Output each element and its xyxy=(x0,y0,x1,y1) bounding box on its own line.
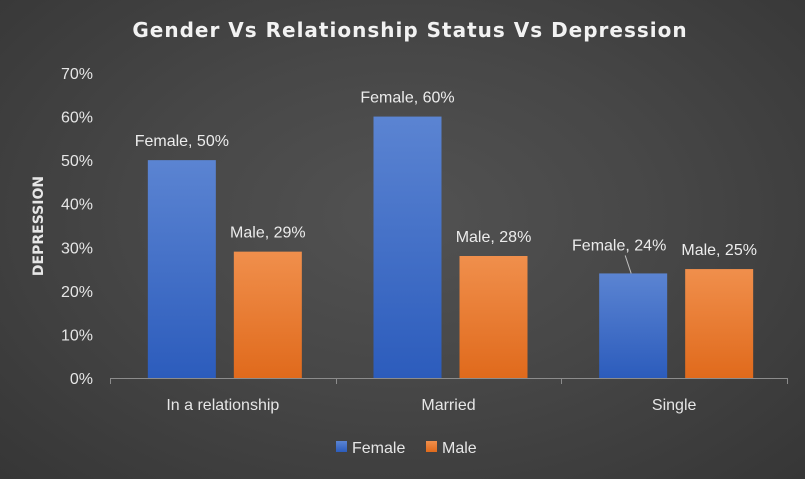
y-tick-label: 60% xyxy=(61,110,93,127)
data-label-female-single: Female, 24% xyxy=(572,237,666,254)
y-axis-title: DEPRESSION xyxy=(31,176,47,276)
data-label-male-single: Male, 25% xyxy=(681,242,757,259)
chart-title: Gender Vs Relationship Status Vs Depress… xyxy=(132,18,687,42)
legend-label-female: Female xyxy=(352,440,405,457)
legend: Female Male xyxy=(336,440,477,457)
y-axis-ticks: 0% 10% 20% 30% 40% 50% 60% 70% xyxy=(61,66,93,388)
data-label-female-in-a-relationship: Female, 50% xyxy=(135,133,229,150)
y-tick-label: 30% xyxy=(61,240,93,257)
x-category-label: In a relationship xyxy=(166,397,279,414)
y-tick-label: 70% xyxy=(61,66,93,83)
bar-male-single xyxy=(685,269,754,378)
bar-male-in-a-relationship xyxy=(233,251,302,378)
data-label-female-married: Female, 60% xyxy=(360,90,454,107)
y-tick-label: 10% xyxy=(61,327,93,344)
bar-female-single xyxy=(599,273,668,378)
x-category-label: Married xyxy=(421,397,475,414)
y-tick-label: 40% xyxy=(61,197,93,214)
y-tick-label: 0% xyxy=(70,371,93,388)
y-tick-label: 50% xyxy=(61,153,93,170)
legend-label-male: Male xyxy=(442,440,477,457)
data-label-male-married: Male, 28% xyxy=(456,229,532,246)
x-category-label: Single xyxy=(652,397,697,414)
legend-swatch-male xyxy=(426,441,437,452)
y-tick-label: 20% xyxy=(61,284,93,301)
legend-swatch-female xyxy=(336,441,347,452)
leader-line xyxy=(624,255,632,274)
bar-female-married xyxy=(373,116,442,379)
bar-series xyxy=(147,116,754,379)
data-labels: Female, 50% Male, 29% Female, 60% Male, 28%… xyxy=(135,90,757,274)
bar-female-in-a-relationship xyxy=(147,160,216,378)
bar-male-married xyxy=(459,256,528,378)
x-axis xyxy=(110,378,788,384)
category-labels: In a relationship Married Single xyxy=(166,397,696,414)
data-label-male-in-a-relationship: Male, 29% xyxy=(230,225,306,242)
